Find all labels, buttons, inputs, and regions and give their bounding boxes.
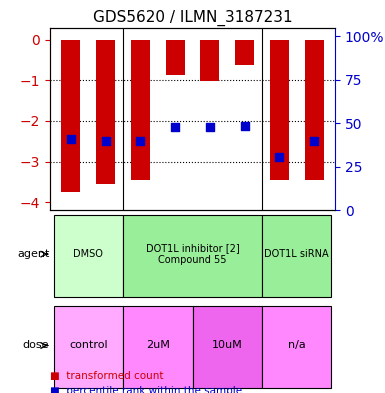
Bar [235, 40, 254, 65]
FancyBboxPatch shape [192, 306, 262, 388]
Bar [96, 40, 115, 184]
FancyBboxPatch shape [123, 215, 262, 297]
Bar [61, 40, 80, 192]
Bar [131, 40, 150, 180]
Point [241, 123, 248, 129]
Point [311, 138, 317, 144]
Text: 10uM: 10uM [212, 340, 243, 351]
Text: DMSO: DMSO [73, 249, 103, 259]
FancyBboxPatch shape [54, 306, 123, 388]
Point [276, 154, 283, 161]
Point [68, 136, 74, 142]
Bar [305, 40, 324, 180]
Text: agent: agent [17, 249, 49, 259]
Title: GDS5620 / ILMN_3187231: GDS5620 / ILMN_3187231 [93, 10, 292, 26]
FancyBboxPatch shape [123, 306, 192, 388]
Point [207, 124, 213, 130]
Text: ■  percentile rank within the sample: ■ percentile rank within the sample [50, 386, 242, 393]
Text: DOT1L siRNA: DOT1L siRNA [264, 249, 329, 259]
Bar [270, 40, 289, 180]
Bar [200, 40, 219, 81]
Text: dose: dose [23, 340, 49, 351]
FancyBboxPatch shape [262, 215, 331, 297]
Point [102, 138, 109, 144]
FancyBboxPatch shape [262, 306, 331, 388]
Point [137, 138, 144, 144]
Text: ■  transformed count: ■ transformed count [50, 371, 164, 381]
Text: DOT1L inhibitor [2]
Compound 55: DOT1L inhibitor [2] Compound 55 [146, 243, 239, 265]
Text: 2uM: 2uM [146, 340, 170, 351]
Point [172, 124, 178, 130]
FancyBboxPatch shape [54, 215, 123, 297]
Text: control: control [69, 340, 107, 351]
Text: n/a: n/a [288, 340, 306, 351]
Bar [166, 40, 185, 75]
